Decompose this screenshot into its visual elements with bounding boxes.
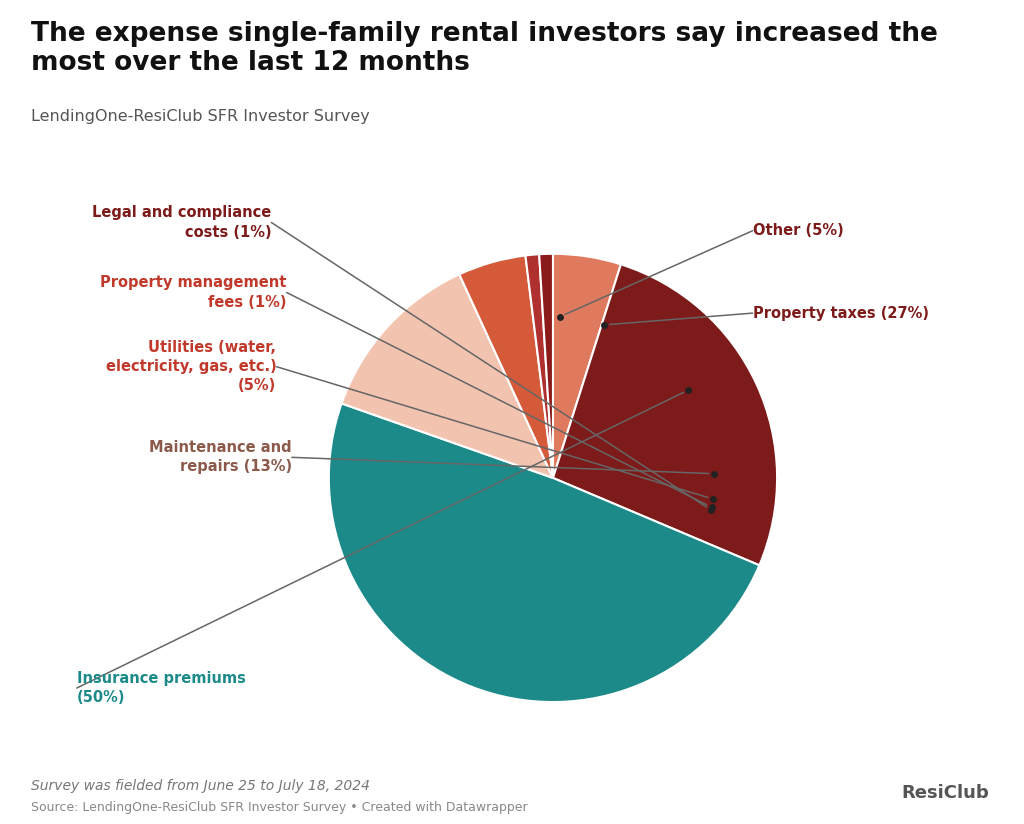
Wedge shape: [329, 404, 760, 702]
Text: Property taxes (27%): Property taxes (27%): [753, 306, 929, 321]
Text: Utilities (water,
electricity, gas, etc.)
(5%): Utilities (water, electricity, gas, etc.…: [105, 340, 276, 393]
Text: Survey was fielded from June 25 to July 18, 2024: Survey was fielded from June 25 to July …: [31, 779, 370, 793]
Text: Source: LendingOne-ResiClub SFR Investor Survey • Created with Datawrapper: Source: LendingOne-ResiClub SFR Investor…: [31, 801, 527, 814]
Text: Maintenance and
repairs (13%): Maintenance and repairs (13%): [150, 440, 292, 475]
Text: Insurance premiums
(50%): Insurance premiums (50%): [77, 671, 246, 705]
Wedge shape: [553, 265, 777, 565]
Wedge shape: [460, 255, 553, 478]
Text: Legal and compliance
costs (1%): Legal and compliance costs (1%): [92, 205, 271, 240]
Text: ResiClub: ResiClub: [901, 784, 989, 802]
Text: LendingOne-ResiClub SFR Investor Survey: LendingOne-ResiClub SFR Investor Survey: [31, 109, 370, 124]
Wedge shape: [525, 255, 553, 478]
Wedge shape: [553, 254, 621, 478]
Wedge shape: [540, 254, 553, 478]
Text: The expense single-family rental investors say increased the
most over the last : The expense single-family rental investo…: [31, 21, 938, 76]
Text: Other (5%): Other (5%): [753, 223, 844, 238]
Text: Property management
fees (1%): Property management fees (1%): [100, 275, 287, 310]
Wedge shape: [342, 274, 553, 478]
